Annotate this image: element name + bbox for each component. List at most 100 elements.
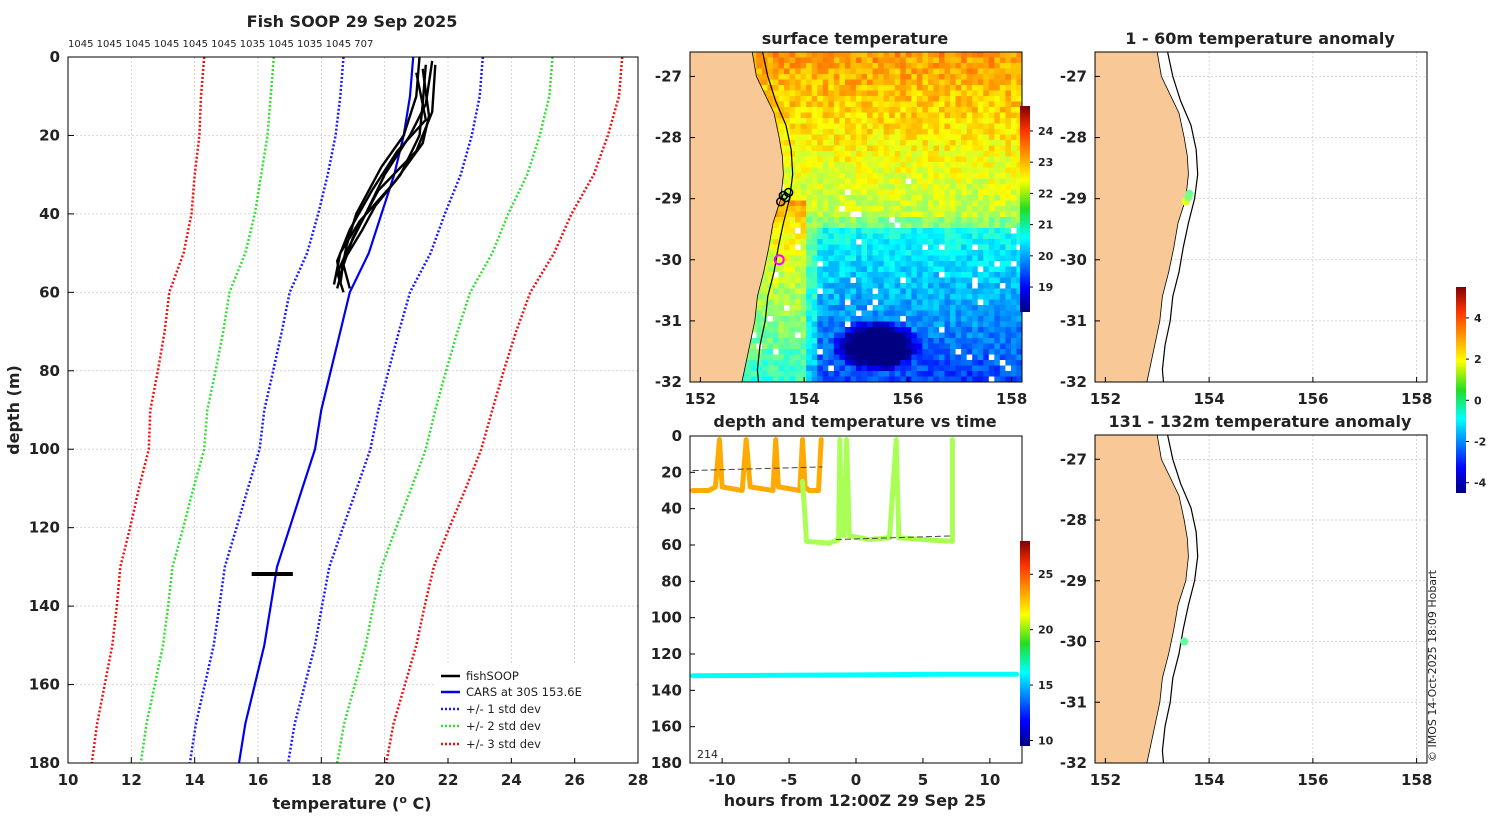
sst-cell — [894, 85, 901, 91]
sst-cell — [939, 349, 945, 355]
sst-cell — [950, 57, 956, 64]
sst-cell — [811, 338, 818, 344]
sst-cell — [844, 376, 851, 382]
sst-cell — [872, 118, 879, 124]
sst-cell — [811, 162, 818, 168]
sst-cell — [966, 222, 973, 229]
sst-cell — [1005, 195, 1012, 201]
sst-cell — [933, 85, 940, 91]
sst-cell — [778, 57, 785, 64]
sst-cell — [861, 349, 868, 355]
sst-cell — [905, 294, 912, 300]
sst-cell — [922, 85, 929, 91]
sst-cell — [878, 233, 885, 240]
sst-cell — [856, 250, 862, 256]
sst-cell — [833, 244, 840, 251]
sst-cell — [916, 52, 923, 58]
sst-cell — [911, 228, 918, 234]
sst-cell — [1016, 338, 1022, 344]
sst-cell — [994, 338, 1001, 344]
sst-cell — [861, 233, 868, 240]
sst-cell — [994, 349, 1001, 355]
sst-cell — [795, 255, 802, 262]
sst-cell — [872, 79, 879, 86]
sst-cell — [789, 63, 796, 69]
sst-cell — [939, 272, 945, 278]
sst-cell — [822, 239, 829, 245]
sst-cell — [944, 173, 951, 179]
sst-cell — [817, 90, 824, 97]
sst-cell — [833, 156, 840, 163]
profile-axes-box — [67, 56, 639, 764]
sst-cell — [894, 332, 901, 339]
sst-cell — [1005, 85, 1012, 91]
sst-cell — [894, 305, 901, 311]
sst-cell — [833, 360, 840, 366]
sst-cell — [806, 310, 813, 317]
sst-cell — [795, 145, 802, 152]
sst-cell — [767, 299, 774, 306]
anomaly-deep-ytick-label: -28 — [1060, 511, 1087, 529]
sst-cell — [856, 228, 862, 234]
sst-cell — [961, 332, 968, 339]
sst-cell — [939, 52, 945, 58]
sst-cell — [806, 57, 813, 64]
sst-cell — [900, 371, 907, 377]
sst-cell — [961, 206, 968, 212]
sst-cell — [972, 123, 979, 130]
sst-cell — [972, 57, 979, 64]
sst-cell — [867, 85, 873, 91]
sst-cell — [839, 310, 846, 317]
sst-cell — [789, 310, 796, 317]
sst-cell — [844, 222, 851, 229]
sst-cell — [861, 68, 868, 75]
sst-cell — [872, 316, 879, 322]
sst-cell — [828, 134, 835, 141]
sst-cell — [811, 90, 818, 97]
sst-cell — [789, 371, 796, 377]
sst-cell — [999, 140, 1006, 146]
sst-cell — [944, 343, 951, 350]
sst-cell — [767, 343, 774, 350]
sst-cell — [784, 156, 790, 163]
sst-cell — [911, 206, 918, 212]
sst-cell — [817, 332, 824, 339]
sst-cell — [856, 151, 862, 157]
sst-cell — [822, 195, 829, 201]
sst-cell — [883, 310, 890, 317]
sst-cell — [972, 79, 979, 86]
sst-cell — [800, 112, 807, 119]
sst-cell — [933, 310, 940, 317]
sst-cell — [966, 228, 973, 234]
sst-cell — [911, 343, 918, 350]
sst-cell — [955, 239, 962, 245]
sst-cell — [789, 343, 796, 350]
sst-xtick-label: 154 — [788, 390, 819, 408]
sst-cell — [806, 239, 813, 245]
sst-track-point — [778, 190, 789, 201]
sst-cell — [784, 178, 790, 185]
sst-cell — [900, 173, 907, 179]
sst-cell — [778, 288, 785, 295]
sst-cell — [850, 371, 857, 377]
sst-cell — [806, 129, 813, 135]
sst-cell — [811, 283, 818, 289]
sst-cell — [900, 90, 907, 97]
sst-cell — [988, 162, 995, 168]
sst-cell — [916, 310, 923, 317]
sst-cell — [856, 327, 862, 333]
sst-cell — [999, 294, 1006, 300]
sst-cell — [867, 239, 873, 245]
sst-cell — [1005, 288, 1012, 295]
sst-cell — [927, 134, 934, 141]
sst-cell — [999, 365, 1006, 372]
sst-cell — [878, 85, 885, 91]
sst-cell — [933, 261, 940, 267]
sst-cell — [773, 217, 779, 223]
sst-cell — [927, 52, 934, 58]
sst-cell — [883, 217, 890, 223]
anomaly-deep-ytick-label: -30 — [1060, 633, 1087, 651]
sst-cell — [977, 162, 984, 168]
sst-cell — [983, 283, 990, 289]
sst-cell — [1005, 134, 1012, 141]
